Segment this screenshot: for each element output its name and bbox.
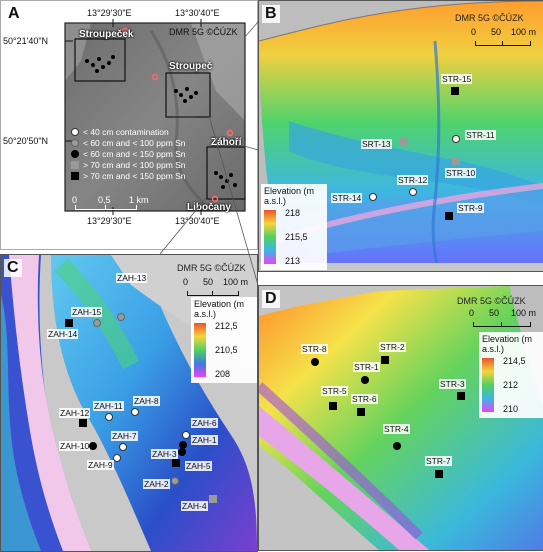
point-zah-12 — [79, 419, 87, 427]
point-zah-11 — [105, 413, 113, 421]
point-str-12 — [409, 188, 417, 196]
panel-a-credit: DMR 5G ©ČÚZK — [169, 27, 238, 37]
panel-b-credit: DMR 5G ©ČÚZK — [455, 13, 524, 23]
point-zah-1 — [179, 441, 187, 449]
point-zah-10 — [89, 442, 97, 450]
point-zah-8 — [131, 408, 139, 416]
point-zah-4 — [209, 495, 217, 503]
panel-a: A DMR 5G ©ČÚZK 13°29'30"E 13°30'40"E 13°… — [0, 0, 258, 250]
panel-d-map — [259, 286, 543, 550]
point-str-8 — [311, 358, 319, 366]
white-circle-icon — [71, 128, 79, 136]
coord-top-2: 13°30'40"E — [175, 8, 220, 18]
point-zah-13 — [117, 313, 125, 321]
point-str-15 — [451, 87, 459, 95]
place-zahori: Záhoří — [211, 137, 242, 148]
point-str-9 — [445, 212, 453, 220]
panel-c-credit: DMR 5G ©ČÚZK — [177, 263, 246, 273]
point-str-6 — [357, 408, 365, 416]
panel-b-legend: Elevation (m a.s.l.) 218 215,5 213 — [261, 184, 327, 270]
point-zah-3 — [178, 448, 186, 456]
point-zah-2 — [171, 477, 179, 485]
coord-bottom-2: 13°30'40"E — [175, 216, 220, 226]
coord-top-1: 13°29'30"E — [87, 8, 132, 18]
grey-square-icon — [71, 161, 79, 169]
panel-c-color-ramp — [194, 323, 206, 377]
point-str-4 — [393, 442, 401, 450]
point-str-2 — [381, 356, 389, 364]
grey-circle-icon — [71, 139, 79, 147]
point-str-14 — [369, 193, 377, 201]
point-zah-15 — [93, 319, 101, 327]
panel-c-label: C — [4, 259, 22, 277]
panel-c: C DMR 5G ©ČÚZK 0 50 100 m Elevation (m a… — [0, 254, 258, 552]
panel-d-credit: DMR 5G ©ČÚZK — [457, 296, 526, 306]
point-zah-7 — [119, 443, 127, 451]
place-libocany: Libočany — [187, 202, 231, 213]
panel-b-color-ramp — [264, 210, 276, 264]
panel-d-color-ramp — [482, 358, 494, 412]
point-str-5 — [329, 402, 337, 410]
point-str-7 — [435, 470, 443, 478]
point-str-10 — [452, 157, 460, 165]
place-stroupec: Stroupeč — [169, 61, 213, 72]
panel-a-label: A — [8, 5, 20, 22]
point-zah-6 — [182, 431, 190, 439]
panel-d-legend: Elevation (m a.s.l.) 214,5 212 210 — [479, 332, 543, 418]
point-zah-5 — [172, 459, 180, 467]
point-str-11 — [452, 135, 460, 143]
coord-bottom-1: 13°29'30"E — [87, 216, 132, 226]
panel-b: B DMR 5G ©ČÚZK 0 50 100 m Elevation (m a… — [258, 0, 543, 272]
point-zah-9 — [113, 454, 121, 462]
panel-c-legend: Elevation (m a.s.l.) 212,5 210,5 208 — [191, 297, 257, 383]
panel-d-label: D — [262, 290, 280, 308]
point-srt-13 — [400, 138, 408, 146]
black-circle-icon — [71, 150, 79, 158]
point-str-1 — [361, 376, 369, 384]
black-square-icon — [71, 172, 79, 180]
place-stroupecek: Stroupeček — [79, 29, 134, 40]
point-zah-14 — [65, 319, 73, 327]
panel-b-label: B — [262, 5, 280, 23]
coord-left-1: 50°21'40"N — [3, 36, 49, 46]
point-str-3 — [457, 392, 465, 400]
coord-left-2: 50°20'50"N — [3, 136, 49, 146]
panel-d: D DMR 5G ©ČÚZK 0 50 100 m Elevation (m a… — [258, 285, 543, 551]
